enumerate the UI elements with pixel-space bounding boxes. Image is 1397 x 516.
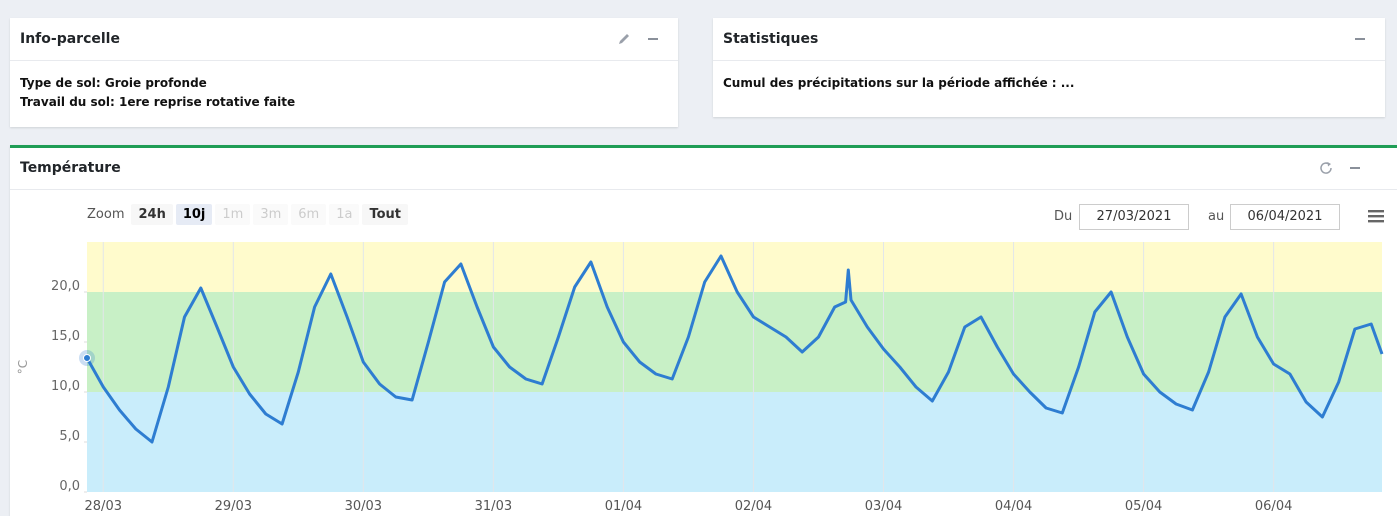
plot-band — [87, 392, 1382, 492]
panel-divider — [10, 60, 678, 61]
chart-menu-icon[interactable] — [1367, 208, 1385, 224]
y-axis-title: °C — [16, 360, 30, 374]
x-tick-label: 03/04 — [865, 499, 902, 513]
x-tick-label: 02/04 — [735, 499, 772, 513]
info-line: Type de sol: Groie profonde — [20, 76, 207, 90]
zoom-button: 1a — [329, 204, 360, 225]
collapse-icon[interactable] — [1348, 160, 1362, 176]
y-tick-label: 15,0 — [51, 329, 80, 344]
panel-title: Température — [20, 160, 121, 176]
edit-icon[interactable] — [616, 31, 632, 47]
x-tick-label: 04/04 — [995, 499, 1032, 513]
zoom-button: 6m — [291, 204, 327, 225]
info-line: Travail du sol: 1ere reprise rotative fa… — [20, 95, 296, 109]
from-date-input[interactable]: 27/03/2021 — [1079, 204, 1189, 230]
y-tick-label: 10,0 — [51, 379, 80, 394]
stats-panel: Statistiques Cumul des précipitations su… — [713, 18, 1385, 117]
zoom-button[interactable]: Tout — [362, 204, 408, 225]
y-tick-label: 0,0 — [59, 479, 80, 494]
zoom-button: 1m — [215, 204, 251, 225]
x-tick-label: 06/04 — [1255, 499, 1292, 513]
y-tick-label: 20,0 — [51, 279, 80, 294]
zoom-toolbar: Zoom 24h 10j 1m 3m 6m 1a Tout — [87, 204, 408, 225]
from-label: Du — [1054, 209, 1073, 224]
panel-title: Info-parcelle — [20, 31, 120, 47]
collapse-icon[interactable] — [1353, 31, 1367, 47]
zoom-button[interactable]: 10j — [175, 204, 213, 225]
to-date-input[interactable]: 06/04/2021 — [1230, 204, 1340, 230]
y-tick-label: 5,0 — [59, 429, 80, 444]
collapse-icon[interactable] — [646, 31, 660, 47]
x-tick-label: 30/03 — [345, 499, 382, 513]
temperature-line — [85, 254, 1384, 444]
x-tick-label: 05/04 — [1125, 499, 1162, 513]
stats-line: Cumul des précipitations sur la période … — [723, 76, 1075, 90]
x-tick-label: 01/04 — [605, 499, 642, 513]
zoom-button: 3m — [253, 204, 289, 225]
panel-divider — [713, 60, 1385, 61]
x-tick-label: 31/03 — [475, 499, 512, 513]
point-marker — [83, 354, 91, 362]
info-panel: Info-parcelle Type de sol: Groie profond… — [10, 18, 678, 127]
plot-band — [87, 292, 1382, 392]
refresh-icon[interactable] — [1318, 160, 1334, 176]
zoom-button[interactable]: 24h — [131, 204, 173, 225]
x-tick-label: 29/03 — [215, 499, 252, 513]
x-tick-label: 28/03 — [85, 499, 122, 513]
panel-title: Statistiques — [723, 31, 819, 47]
to-label: au — [1208, 209, 1225, 224]
zoom-label: Zoom — [87, 207, 125, 222]
panel-divider — [10, 189, 1397, 190]
